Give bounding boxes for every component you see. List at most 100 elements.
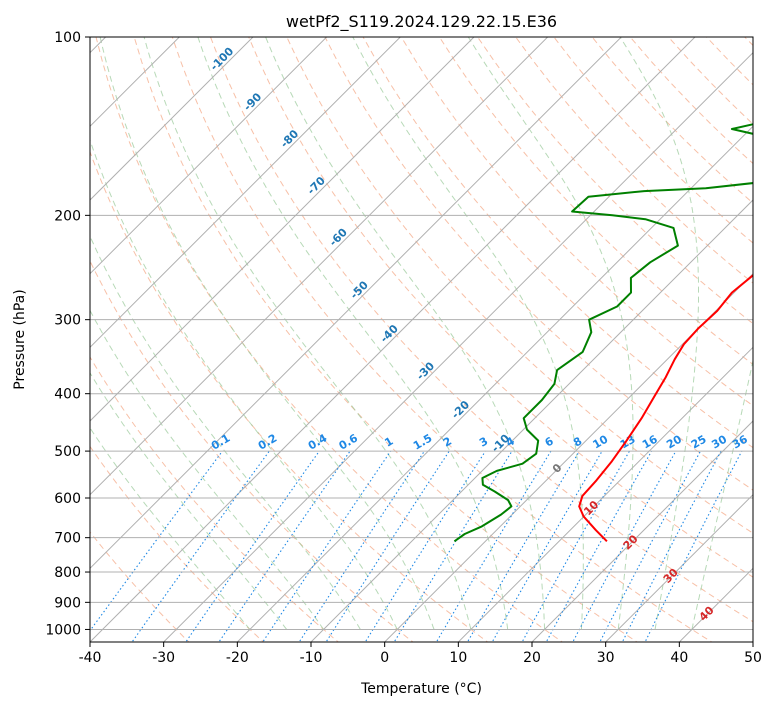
- isotherm-line: [90, 37, 254, 201]
- isotherm-line: [90, 37, 475, 422]
- y-tick-label: 200: [54, 208, 81, 224]
- dry-adiabat-line: [438, 37, 753, 366]
- isotherm-line: [531, 420, 753, 642]
- mixing-ratio-line: [298, 450, 425, 642]
- x-tick-label: 50: [744, 650, 762, 666]
- background-lines: [90, 37, 753, 642]
- x-tick-label: 10: [449, 650, 467, 666]
- dry-adiabat-line: [591, 37, 753, 204]
- x-tick-label: 40: [670, 650, 688, 666]
- isotherm-line: [90, 37, 181, 128]
- warm-isotherm-label: 40: [697, 604, 717, 624]
- y-tick-label: 100: [54, 30, 81, 46]
- mixing-ratio-label: 10: [591, 432, 611, 451]
- warm-isotherm-label: 0: [550, 461, 565, 476]
- mixing-ratio-label: 3: [477, 435, 490, 450]
- y-tick-label: 600: [54, 491, 81, 507]
- plot-frame: [89, 36, 754, 643]
- isotherm-line: [90, 37, 402, 349]
- moist-adiabat-line: [90, 138, 398, 630]
- moist-adiabat-line: [90, 371, 288, 630]
- y-axis: 100 200 300 400 500 600 700 800 900 1000: [45, 30, 90, 638]
- isotherm-line: [604, 493, 753, 642]
- moist-adiabat-line: [691, 358, 753, 630]
- moist-adiabat-line: [90, 309, 325, 630]
- isotherm-line: [678, 567, 753, 642]
- y-tick-label: 300: [54, 313, 81, 329]
- mixing-ratio-line: [218, 450, 351, 642]
- mixing-ratio-line: [325, 450, 450, 642]
- mixing-ratio-line: [393, 450, 513, 642]
- mixing-ratio-line: [364, 450, 486, 642]
- y-tick-label: 700: [54, 531, 81, 547]
- dry-adiabat-line: [400, 37, 753, 407]
- dry-adiabat-line: [248, 37, 753, 578]
- mixing-ratio-line: [572, 450, 677, 642]
- x-tick-label: -20: [226, 650, 249, 666]
- mixing-ratio-label: 30: [709, 432, 729, 451]
- moist-adiabat-line: [352, 37, 584, 630]
- dry-adiabat-line: [477, 37, 753, 325]
- mixing-ratio-label: 2: [441, 435, 454, 450]
- x-tick-label: -30: [152, 650, 175, 666]
- mixing-ratio-label: 25: [689, 433, 709, 452]
- mixing-ratio-line: [262, 450, 392, 642]
- dry-adiabat-line: [324, 37, 753, 491]
- y-tick-label: 1000: [45, 622, 81, 638]
- mixing-ratio-line: [599, 450, 701, 642]
- isotherm-label: -80: [278, 127, 301, 150]
- dry-adiabat-line: [90, 445, 265, 642]
- warm-isotherm-label: 30: [661, 566, 681, 586]
- mixing-ratio-label: 0.4: [306, 431, 330, 452]
- moist-adiabat-line: [90, 235, 361, 630]
- dry-adiabat-line: [171, 37, 713, 642]
- pressure-grid: [90, 37, 753, 630]
- isotherm-line: [457, 346, 753, 642]
- moist-adiabat-line: [619, 37, 699, 630]
- isotherm-line: [310, 199, 753, 642]
- dry-adiabat-line: [744, 37, 753, 47]
- moist-adiabat-line: [143, 37, 472, 630]
- y-tick-label: 400: [54, 387, 81, 403]
- temperature-line: [578, 274, 753, 543]
- isotherm-label: -90: [241, 90, 264, 113]
- mixing-ratio-line: [90, 450, 223, 632]
- y-axis-label: Pressure (hPa): [12, 289, 28, 389]
- mixing-ratio-label: 8: [571, 435, 584, 450]
- mixing-ratio-line: [644, 450, 743, 642]
- moist-adiabat-line: [467, 37, 634, 630]
- x-axis-label: Temperature (°C): [360, 681, 482, 697]
- mixing-ratio-line: [466, 450, 580, 642]
- dry-adiabat-line: [286, 37, 753, 534]
- sounding-series: [453, 123, 753, 543]
- warm-isotherm-label: 20: [621, 532, 641, 552]
- isotherm-label: -70: [305, 174, 328, 197]
- mixing-ratio-line: [435, 450, 552, 642]
- chart-title: wetPf2_S119.2024.129.22.15.E36: [286, 12, 557, 32]
- dry-adiabat-line: [362, 37, 753, 449]
- dry-adiabat-line: [90, 259, 414, 642]
- mixing-ratio-label: 1.5: [411, 432, 434, 453]
- x-axis: -40 -30 -20 -10 0 10 20 30 40 50: [79, 642, 762, 666]
- dry-adiabat-line: [210, 37, 753, 623]
- y-tick-label: 800: [54, 565, 81, 581]
- moist-adiabat-line: [265, 37, 546, 630]
- dewpoint-line: [453, 123, 753, 543]
- y-tick-label: 500: [54, 444, 81, 460]
- isotherm-line: [90, 37, 549, 496]
- mixing-ratio-line: [131, 450, 270, 642]
- x-tick-label: 30: [597, 650, 615, 666]
- isotherm-label: -40: [378, 322, 401, 345]
- mixing-ratio-label: 20: [664, 432, 684, 451]
- dry-adiabat-line: [90, 150, 489, 642]
- mixing-ratio-line: [185, 450, 320, 642]
- y-tick-label: 900: [54, 595, 81, 611]
- mixing-ratio-label: 6: [543, 434, 556, 449]
- isotherm-label: -30: [414, 359, 437, 382]
- mixing-ratio-label: 1: [382, 435, 395, 450]
- isotherm-line: [90, 37, 623, 570]
- isotherm-line: [236, 125, 753, 642]
- isotherm-line: [162, 51, 753, 642]
- moist-adiabat-line: [197, 37, 509, 630]
